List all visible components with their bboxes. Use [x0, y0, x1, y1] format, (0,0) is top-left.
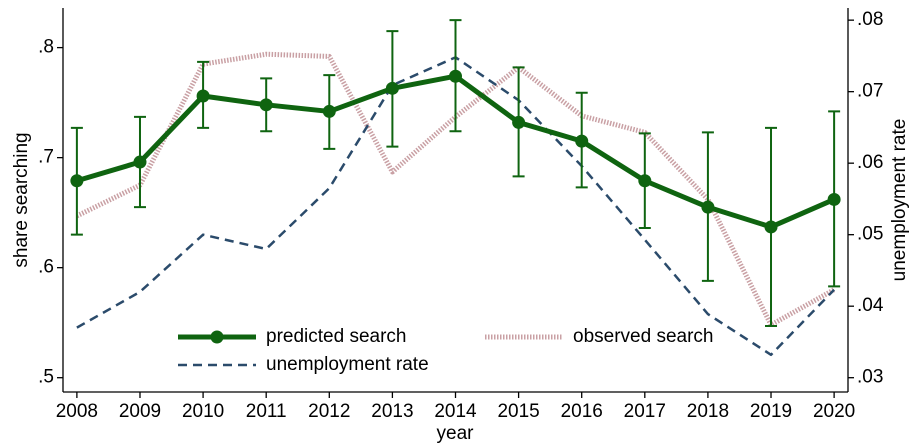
data-point: [827, 192, 841, 206]
x-tick-label: 2008: [56, 401, 98, 422]
data-point: [70, 174, 84, 188]
x-tick-label: 2013: [371, 401, 413, 422]
legend-marker: [210, 330, 224, 344]
y-tick-label: .7: [38, 147, 54, 168]
y2-tick-label: .08: [857, 9, 883, 30]
data-point: [385, 81, 399, 95]
legend-label: observed search: [573, 326, 713, 347]
x-tick-label: 2016: [561, 401, 603, 422]
y-tick-label: .5: [38, 367, 54, 388]
data-point: [196, 89, 210, 103]
x-tick-label: 2015: [497, 401, 539, 422]
y2-tick-label: .07: [857, 81, 883, 102]
data-point: [133, 155, 147, 169]
data-point: [512, 115, 526, 129]
data-point: [322, 104, 336, 118]
data-point: [701, 200, 715, 214]
x-tick-label: 2012: [308, 401, 350, 422]
legend-label: predicted search: [266, 326, 406, 347]
x-tick-label: 2018: [687, 401, 729, 422]
data-point: [764, 220, 778, 234]
x-tick-label: 2020: [813, 401, 855, 422]
data-point: [449, 69, 462, 83]
y2-axis-label: unemployment rate: [889, 119, 910, 282]
data-point: [259, 98, 273, 112]
y-tick-label: .8: [38, 37, 54, 58]
x-tick-label: 2017: [624, 401, 666, 422]
y2-tick-label: .03: [857, 367, 883, 388]
y2-tick-label: .04: [857, 295, 884, 316]
x-tick-label: 2009: [119, 401, 161, 422]
x-axis-label: year: [437, 423, 475, 444]
data-point: [575, 134, 589, 148]
y2-tick-label: .06: [857, 152, 883, 173]
y2-tick-label: .05: [857, 224, 883, 245]
x-tick-label: 2014: [434, 401, 477, 422]
data-point: [638, 174, 652, 188]
x-tick-label: 2011: [246, 401, 287, 422]
legend-label: unemployment rate: [266, 354, 429, 375]
x-tick-label: 2019: [750, 401, 792, 422]
x-tick-label: 2010: [182, 401, 224, 422]
y-axis-label: share searching: [11, 132, 32, 267]
y-tick-label: .6: [38, 257, 54, 278]
